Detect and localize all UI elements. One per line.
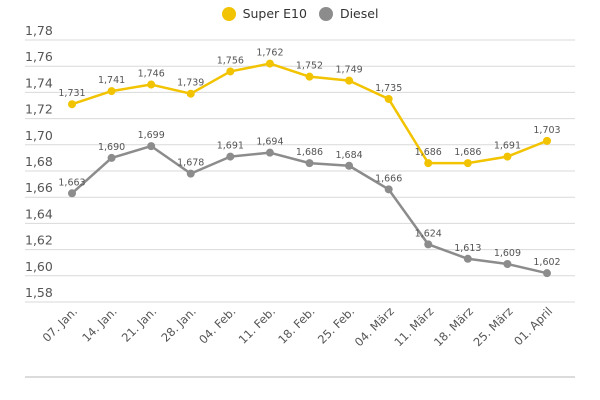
data-point[interactable]: [107, 153, 116, 162]
y-tick-label: 1,78: [25, 23, 53, 38]
data-label: 1,686: [296, 147, 323, 158]
y-tick-label: 1,58: [25, 285, 53, 300]
data-point[interactable]: [147, 142, 156, 151]
data-point[interactable]: [107, 87, 116, 96]
data-point[interactable]: [265, 59, 274, 68]
data-point[interactable]: [463, 254, 472, 263]
data-point[interactable]: [186, 89, 195, 98]
legend-item-super-e10[interactable]: Super E10: [221, 6, 307, 21]
data-label: 1,756: [217, 55, 244, 66]
data-point[interactable]: [345, 76, 354, 85]
data-point[interactable]: [463, 159, 472, 168]
x-tick-label: 18. Feb.: [275, 304, 317, 346]
data-point[interactable]: [543, 136, 551, 145]
data-label: 1,694: [256, 137, 283, 148]
data-point[interactable]: [543, 269, 551, 278]
data-point[interactable]: [424, 240, 433, 249]
y-axis-ticks: 1,58 1,60 1,62 1,64 1,66 1,68 1,70 1,72 1,74 1,76…: [25, 23, 53, 300]
data-label: 1,762: [256, 48, 283, 59]
legend-item-diesel[interactable]: Diesel: [318, 6, 379, 21]
data-label: 1,678: [177, 158, 204, 169]
x-tick-label: 25. März: [471, 304, 516, 349]
legend-label-diesel: Diesel: [339, 6, 379, 21]
y-tick-label: 1,74: [25, 75, 53, 90]
x-axis-ticks: 07. Jan. 14. Jan. 21. Jan. 28. Jan.04. Feb.…: [40, 304, 556, 349]
data-label: 1,703: [533, 125, 560, 136]
data-label: 1,684: [335, 150, 362, 161]
legend-label-super-e10: Super E10: [242, 6, 307, 21]
data-label: 1,613: [454, 243, 481, 254]
y-tick-label: 1,66: [25, 180, 53, 195]
data-label: 1,699: [138, 130, 165, 141]
x-tick-label: 25. Feb.: [315, 304, 357, 346]
data-label: 1,609: [494, 248, 521, 259]
y-tick-label: 1,60: [25, 259, 53, 274]
legend-marker-super-e10: [221, 6, 236, 21]
data-point[interactable]: [384, 185, 393, 194]
x-tick-label: 14. Jan.: [79, 304, 120, 345]
data-label: 1,749: [335, 65, 362, 76]
data-point[interactable]: [68, 189, 76, 198]
data-label: 1,624: [415, 228, 442, 239]
data-point[interactable]: [226, 67, 235, 76]
gridlines: [25, 39, 575, 303]
data-label: 1,690: [98, 142, 125, 153]
data-point[interactable]: [384, 94, 393, 103]
data-point[interactable]: [186, 169, 195, 178]
x-tick-label: 18. März: [431, 304, 476, 349]
data-label: 1,691: [494, 141, 521, 152]
x-tick-label: 01. April: [511, 304, 555, 348]
data-point[interactable]: [305, 72, 314, 81]
data-point[interactable]: [345, 161, 354, 170]
data-point[interactable]: [424, 159, 433, 168]
data-point[interactable]: [305, 159, 314, 168]
x-tick-label: 07. Jan.: [40, 304, 81, 345]
data-label: 1,752: [296, 61, 323, 72]
y-tick-label: 1,70: [25, 128, 53, 143]
y-tick-label: 1,64: [25, 206, 53, 221]
data-label: 1,746: [138, 69, 165, 80]
series-layer: 1,731 1,741 1,746 1,739 1,756 1,762 1,752 1,749…: [58, 48, 561, 278]
data-label: 1,691: [217, 141, 244, 152]
data-point[interactable]: [226, 152, 235, 161]
data-label: 1,686: [415, 147, 442, 158]
data-point[interactable]: [503, 260, 512, 269]
series-super-e10: 1,731 1,741 1,746 1,739 1,756 1,762 1,752 1,749…: [58, 48, 561, 168]
x-tick-label: 11. Feb.: [236, 304, 278, 346]
y-tick-label: 1,72: [25, 102, 53, 117]
y-tick-label: 1,68: [25, 154, 53, 169]
data-label: 1,602: [533, 257, 560, 268]
data-point[interactable]: [68, 100, 76, 109]
data-label: 1,686: [454, 147, 481, 158]
y-tick-label: 1,76: [25, 49, 53, 64]
series-diesel: 1,663 1,690 1,699 1,678 1,691 1,694 1,686 1,684…: [58, 130, 561, 278]
x-tick-label: 21. Jan.: [119, 304, 160, 345]
data-point[interactable]: [147, 80, 156, 89]
legend-marker-diesel: [318, 6, 333, 21]
data-label: 1,666: [375, 173, 402, 184]
chart-legend: Super E10 Diesel: [0, 6, 600, 24]
data-label: 1,735: [375, 83, 402, 94]
data-label: 1,663: [58, 177, 85, 188]
data-label: 1,741: [98, 75, 125, 86]
data-point[interactable]: [503, 152, 512, 161]
data-label: 1,731: [58, 88, 85, 99]
x-tick-label: 04. Feb.: [196, 304, 238, 346]
x-tick-label: 04. März: [352, 304, 397, 349]
x-tick-label: 28. Jan.: [158, 304, 199, 345]
x-tick-label: 11. März: [391, 304, 436, 349]
data-point[interactable]: [265, 148, 274, 157]
y-tick-label: 1,62: [25, 233, 53, 248]
data-label: 1,739: [177, 78, 204, 89]
